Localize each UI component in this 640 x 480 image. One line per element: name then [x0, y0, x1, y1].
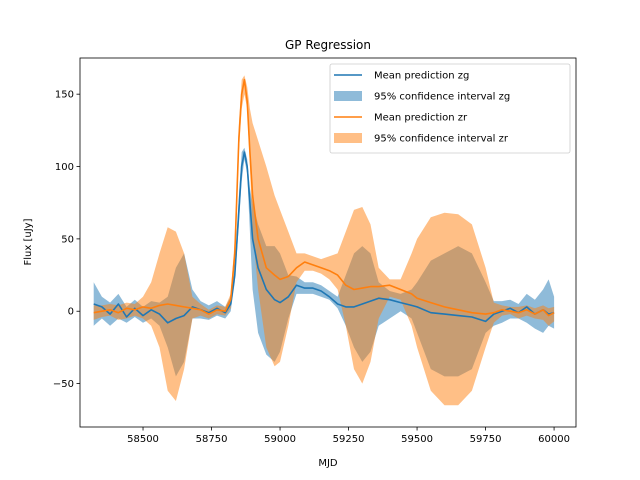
x-tick-label: 59000 — [264, 434, 296, 445]
legend-label: 95% confidence interval zg — [374, 92, 510, 103]
x-axis-label: MJD — [318, 458, 338, 469]
x-tick-label: 59500 — [401, 434, 433, 445]
y-tick-label: 100 — [55, 162, 74, 173]
legend-swatch-band-zr — [334, 133, 362, 143]
x-tick-label: 60000 — [538, 434, 570, 445]
legend-label: Mean prediction zr — [374, 113, 468, 124]
x-tick-label: 59250 — [333, 434, 365, 445]
x-axis-ticks: 58500 58750 59000 59250 59500 59750 60000 — [127, 427, 570, 445]
y-tick-label: 0 — [68, 307, 74, 318]
plot-area-frame — [79, 57, 577, 428]
legend-frame — [329, 63, 571, 154]
mean-line-zg — [93, 151, 555, 324]
x-tick-label: 59750 — [470, 434, 502, 445]
confidence-band-zr — [93, 75, 555, 406]
legend-label: 95% confidence interval zr — [374, 134, 509, 145]
y-tick-label: 150 — [55, 90, 74, 101]
confidence-bands — [93, 75, 555, 406]
legend: Mean prediction zg 95% confidence interva… — [329, 63, 571, 154]
x-tick-label: 58750 — [196, 434, 228, 445]
legend-swatch-band-zg — [334, 91, 362, 101]
x-tick-label: 58500 — [127, 434, 159, 445]
mean-line-zr — [93, 78, 555, 317]
y-tick-label: 50 — [61, 234, 74, 245]
y-axis-label: Flux [uJy] — [23, 218, 34, 265]
y-axis-ticks: −50 0 50 100 150 — [53, 90, 80, 390]
mean-prediction-lines — [93, 78, 555, 324]
legend-label: Mean prediction zg — [374, 71, 469, 82]
chart-title: GP Regression — [285, 38, 371, 52]
y-tick-label: −50 — [53, 379, 74, 390]
